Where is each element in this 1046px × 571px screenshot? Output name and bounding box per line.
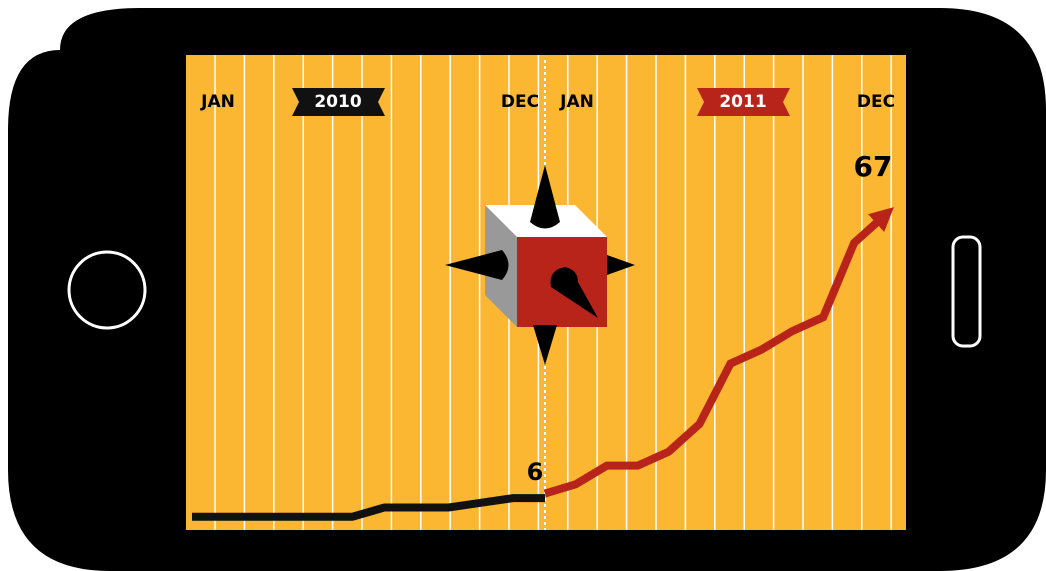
month-label: JAN [200,92,235,112]
series-line [192,494,545,521]
month-label: JAN [559,92,594,112]
banner-2011 [697,88,790,116]
month-label: DEC [857,92,895,112]
year-label: 2011 [719,92,766,112]
month-label: DEC [501,92,539,112]
compass-cube [445,165,635,365]
value-label: 67 [854,150,893,183]
y-tick-label: 40 [155,329,180,350]
value-label: 6 [527,458,544,486]
banner-2010 [292,88,385,116]
speaker [951,235,982,348]
y-tick-label: 20 [155,422,180,443]
y-tick-label: 60 [155,237,180,258]
y-tick-label: 100 [142,51,180,72]
year-label: 2010 [314,92,361,112]
y-tick-label: 80 [155,144,180,165]
home-button[interactable] [67,250,147,330]
series-line [543,207,894,498]
